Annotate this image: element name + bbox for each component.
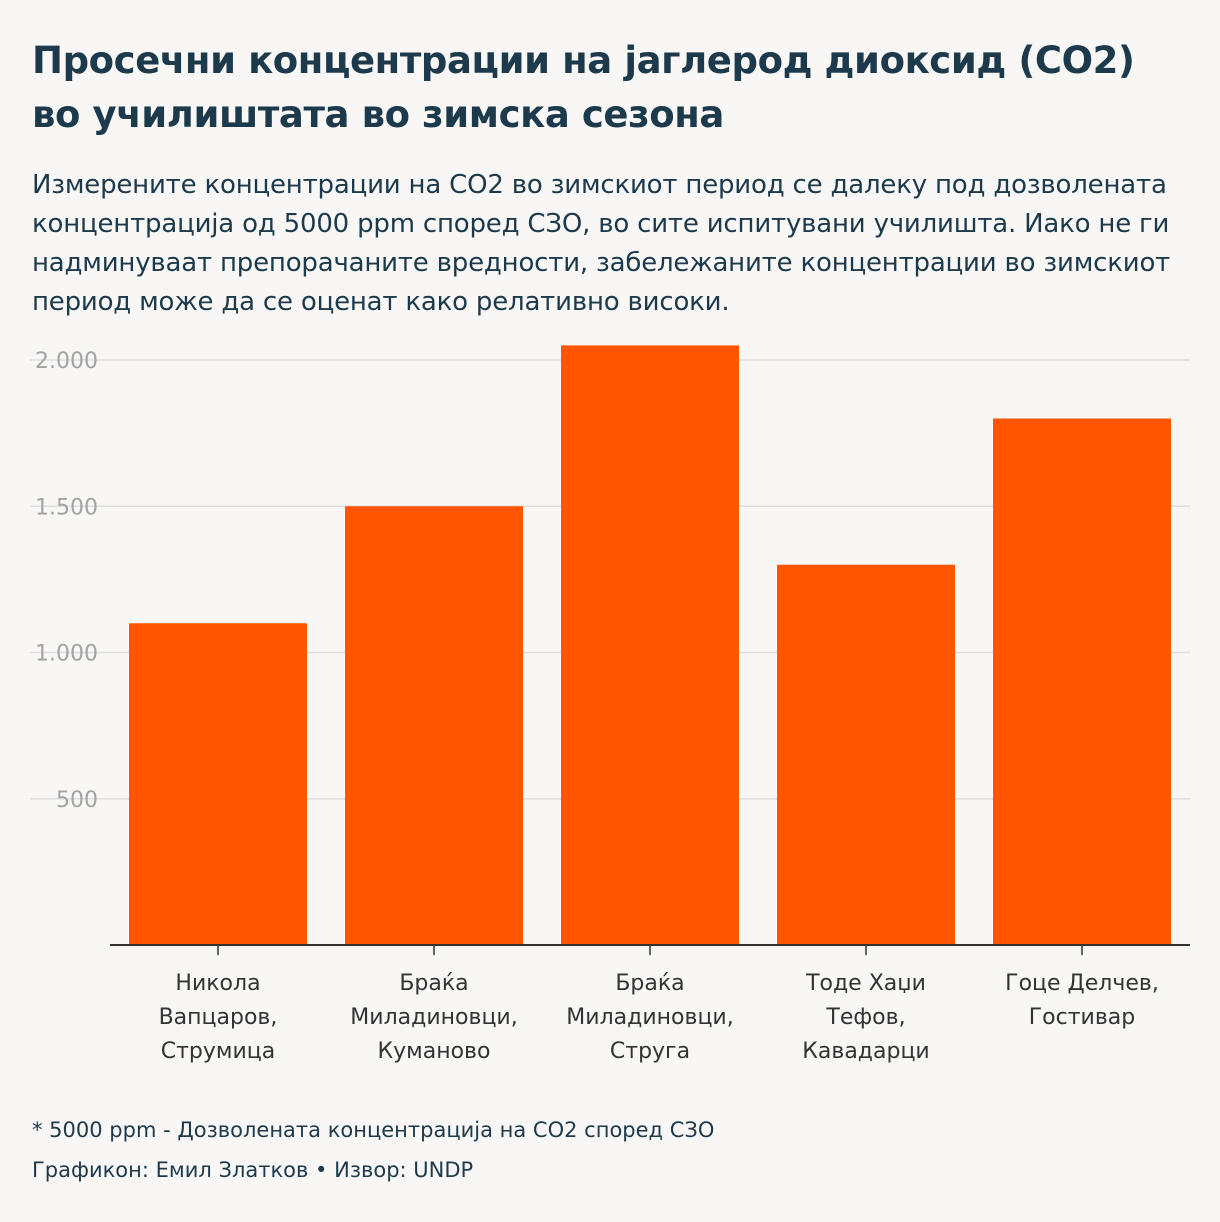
chart-subtitle: Измерените концентрации на CO2 во зимски… <box>32 170 1171 317</box>
bar <box>129 623 307 945</box>
bar <box>777 564 955 945</box>
bar <box>993 418 1171 945</box>
bars <box>129 345 1171 945</box>
category-label-line: Гостивар <box>1029 1005 1136 1030</box>
category-label-line: Струга <box>610 1039 690 1064</box>
category-label-line: Браќа <box>399 971 468 996</box>
category-label: Браќа Миладиновци, Струга <box>566 971 733 1064</box>
category-label-line: Гоце Делчев, <box>1005 971 1159 996</box>
category-labels: Никола Вапцаров, Струмица Браќа Миладиновци,… <box>159 971 1159 1064</box>
category-label-line: Никола <box>175 971 260 996</box>
chart-title: Просечни концентрации на јаглерод диокси… <box>32 39 1135 136</box>
category-label: Браќа Миладиновци, Куманово <box>350 971 517 1064</box>
y-tick-label: 1.500 <box>35 495 98 520</box>
category-label-line: Миладиновци, <box>350 1005 517 1030</box>
category-label-line: Тоде Хаџи <box>805 971 926 996</box>
category-label-line: Миладиновци, <box>566 1005 733 1030</box>
y-tick-label: 2.000 <box>35 349 98 374</box>
bar-chart: 500 1.000 1.500 2.000 Никола Вапцаров, Струми… <box>30 345 1190 1064</box>
y-tick-label: 1.000 <box>35 642 98 667</box>
category-label-line: Куманово <box>378 1039 491 1064</box>
footnote: * 5000 ppm - Дозволената концентрација н… <box>32 1118 715 1142</box>
credit-line: Графикон: Емил Златков • Извор: UNDP <box>32 1158 474 1182</box>
y-tick-label: 500 <box>56 788 98 813</box>
category-label-line: Струмица <box>161 1039 276 1064</box>
bar <box>345 506 523 945</box>
x-axis <box>110 944 1190 955</box>
category-label-line: Браќа <box>615 971 684 996</box>
category-label: Гоце Делчев, Гостивар <box>1005 971 1159 1030</box>
category-label-line: Тефов, <box>825 1005 905 1030</box>
category-label-line: Кавадарци <box>802 1039 929 1064</box>
category-label-line: Вапцаров, <box>159 1005 278 1030</box>
category-label: Никола Вапцаров, Струмица <box>159 971 278 1064</box>
bar <box>561 345 739 945</box>
category-label: Тоде Хаџи Тефов, Кавадарци <box>802 971 929 1064</box>
